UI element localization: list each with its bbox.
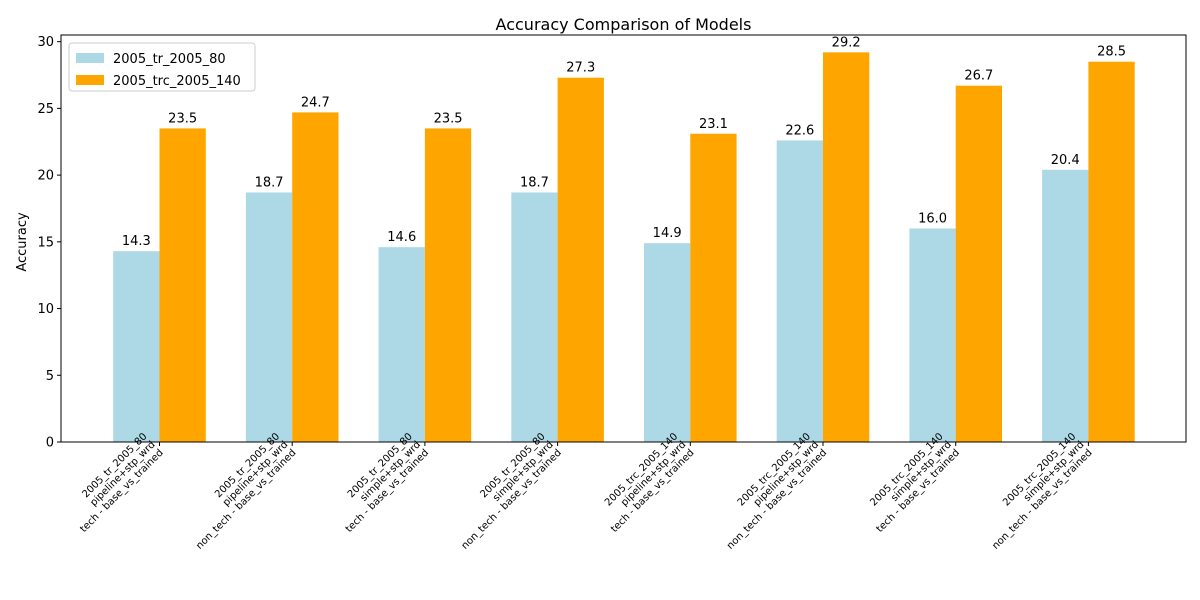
- y-axis: 0 5 10 15 20 25 30: [37, 35, 61, 451]
- legend-swatch: [76, 75, 104, 85]
- y-tick-label: 10: [37, 302, 54, 317]
- bar-series-1-1: [113, 251, 160, 442]
- legend-box: [68, 42, 256, 92]
- bar-value-label: 20.4: [1051, 153, 1080, 168]
- bar-value-label: 14.3: [122, 234, 151, 249]
- bar-value-label: 22.6: [785, 123, 814, 138]
- bar-value-label: 23.5: [168, 111, 197, 126]
- bar-series-2-2: [292, 112, 339, 443]
- bar-labels-layer: 14.3 18.7 14.6 18.7 14.9 22.6 16.0 20.4 23.5 24.7…: [122, 35, 1126, 249]
- bar-value-label: 27.3: [566, 61, 595, 76]
- y-tick-label: 15: [37, 235, 54, 250]
- bar-value-label: 26.7: [964, 69, 993, 84]
- bar-value-label: 14.9: [653, 226, 682, 241]
- legend: 2005_tr_2005_80 2005_trc_2005_140: [68, 42, 256, 92]
- bar-series-1-2: [245, 192, 293, 442]
- bars-layer: [113, 52, 1135, 443]
- bar-value-label: 24.7: [301, 95, 330, 110]
- bar-value-label: 16.0: [918, 211, 947, 226]
- y-tick-label: 25: [37, 102, 54, 117]
- y-tick-label: 5: [46, 369, 54, 384]
- bar-series-2-1: [159, 128, 206, 442]
- bar-series-1-3: [378, 247, 425, 442]
- bar-value-label: 18.7: [255, 175, 284, 190]
- bar-series-1-5: [644, 243, 691, 442]
- bar-series-1-8: [1042, 169, 1089, 442]
- y-tick-label: 30: [37, 35, 54, 50]
- bar-series-2-7: [955, 85, 1002, 443]
- legend-swatch: [76, 53, 104, 63]
- bar-series-2-5: [690, 133, 737, 442]
- bar-series-1-7: [909, 228, 956, 442]
- bar-value-label: 23.1: [699, 117, 728, 132]
- chart-title: Accuracy Comparison of Models: [496, 15, 752, 34]
- bar-series-2-8: [1088, 61, 1135, 442]
- y-axis-label: Accuracy: [15, 212, 30, 272]
- bar-value-label: 18.7: [520, 175, 549, 190]
- legend-label: 2005_tr_2005_80: [113, 52, 226, 67]
- bar-series-2-4: [557, 77, 604, 442]
- bar-value-label: 28.5: [1097, 45, 1126, 60]
- bar-value-label: 14.6: [387, 230, 416, 245]
- legend-label: 2005_trc_2005_140: [113, 74, 241, 89]
- y-tick-label: 20: [37, 169, 54, 184]
- y-tick-label: 0: [46, 436, 54, 451]
- bar-series-1-4: [511, 192, 558, 442]
- plot-frame: [60, 34, 1187, 443]
- bar-value-label: 29.2: [832, 35, 861, 50]
- bar-value-label: 23.5: [434, 111, 463, 126]
- bar-series-1-6: [776, 140, 823, 443]
- bar-series-2-6: [823, 52, 870, 442]
- bar-series-2-3: [424, 128, 472, 442]
